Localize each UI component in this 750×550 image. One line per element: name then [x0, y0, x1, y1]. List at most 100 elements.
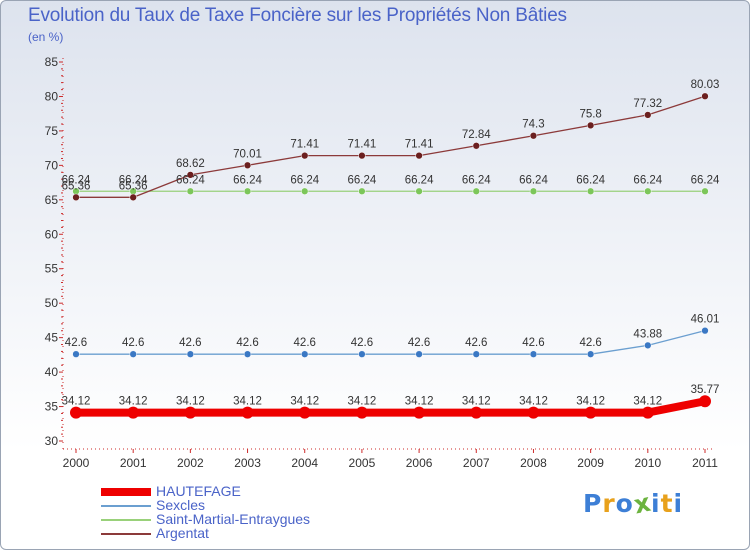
- y-tick-labels: 30 35 40 45 50 55 60 65 70 75 80 85: [45, 55, 59, 448]
- x-tick-label: 2003: [234, 456, 261, 470]
- legend-label: Argentat: [156, 525, 209, 541]
- data-point: [358, 350, 366, 358]
- data-point: [586, 121, 595, 130]
- series-line-Sexcles: [75, 330, 706, 355]
- proxiti-logo: Proxiti: [583, 487, 684, 520]
- x-tick-label: 2006: [406, 456, 433, 470]
- data-label: 66.24: [176, 174, 205, 186]
- x-tick-labels: 2000 2001 2002 2003 2004 2005 2006 2007 2008 2009…: [63, 456, 719, 470]
- data-point: [186, 350, 195, 358]
- data-label: 71.41: [290, 139, 319, 151]
- data-label: 65.36: [119, 180, 148, 192]
- legend-swatch: [101, 488, 151, 496]
- data-point: [301, 350, 309, 358]
- data-label: 34.12: [119, 396, 148, 408]
- data-label: 34.12: [62, 396, 91, 408]
- y-tick-label: 55: [45, 262, 59, 276]
- data-label: 71.41: [348, 139, 377, 151]
- y-tick-label: 50: [45, 296, 59, 310]
- data-point: [699, 395, 711, 408]
- data-label: 46.01: [691, 314, 720, 326]
- x-tick-label: 2004: [291, 456, 318, 470]
- data-point: [129, 350, 137, 358]
- data-label: 66.24: [633, 174, 662, 186]
- x-tick-label: 2010: [634, 456, 661, 470]
- data-point: [413, 406, 426, 419]
- data-label: 34.12: [348, 396, 377, 408]
- data-label: 42.6: [65, 337, 87, 349]
- data-point: [243, 161, 252, 169]
- y-tick-label: 60: [45, 227, 59, 241]
- y-tick-label: 85: [45, 55, 59, 69]
- data-label: 42.6: [351, 337, 373, 349]
- data-point: [701, 327, 709, 335]
- series-lines: [70, 92, 711, 419]
- x-tick-label: 2011: [692, 456, 718, 470]
- y-tick-label: 40: [45, 365, 59, 379]
- data-point: [584, 406, 597, 419]
- data-point: [301, 151, 309, 160]
- data-label: 42.6: [522, 337, 544, 349]
- series-line-HAUTEFAGE: [72, 397, 709, 417]
- series-line-Argentat: [75, 95, 706, 198]
- legend-label: HAUTEFAGE: [156, 483, 241, 499]
- data-point: [415, 151, 423, 160]
- x-tick-label: 2001: [120, 456, 147, 470]
- data-label: 66.24: [576, 174, 605, 186]
- data-point: [186, 171, 195, 179]
- data-label: 66.24: [348, 174, 377, 186]
- data-point: [243, 350, 252, 358]
- data-label: 75.8: [579, 108, 601, 120]
- data-label: 66.24: [462, 174, 491, 186]
- data-label: 34.12: [290, 396, 319, 408]
- data-point: [127, 406, 140, 419]
- data-label: 43.88: [633, 328, 662, 340]
- data-label: 72.84: [462, 129, 491, 141]
- data-point: [529, 187, 538, 195]
- y-tick-label: 35: [45, 400, 59, 414]
- data-point: [241, 406, 254, 419]
- data-label: 42.6: [236, 337, 258, 349]
- data-label: 77.32: [633, 98, 662, 110]
- data-point: [415, 350, 423, 358]
- data-point: [529, 350, 538, 358]
- data-label: 66.24: [519, 174, 548, 186]
- x-tick-label: 2005: [349, 456, 376, 470]
- y-tick-label: 70: [45, 158, 59, 172]
- legend-swatch: [101, 533, 151, 535]
- data-point: [184, 406, 197, 419]
- data-point: [641, 406, 654, 419]
- data-label: 34.12: [233, 396, 262, 408]
- data-label: 66.24: [233, 174, 262, 186]
- y-tick-label: 45: [45, 331, 59, 345]
- x-tick-label: 2000: [63, 456, 90, 470]
- x-tick-label: 2002: [177, 456, 204, 470]
- y-unit-label: (en %): [28, 30, 64, 44]
- data-point: [472, 350, 480, 358]
- data-label: 34.12: [576, 396, 605, 408]
- data-point: [586, 350, 595, 358]
- data-point: [644, 187, 652, 195]
- data-point: [243, 187, 252, 195]
- x-tick-label: 2009: [577, 456, 604, 470]
- data-label: 34.12: [462, 396, 491, 408]
- data-label: 42.6: [465, 337, 487, 349]
- data-label: 35.77: [691, 384, 720, 396]
- data-point: [72, 193, 80, 201]
- legend-label: Saint-Martial-Entraygues: [156, 511, 311, 527]
- data-point: [358, 151, 366, 160]
- data-point: [586, 187, 595, 195]
- data-label: 66.24: [290, 174, 319, 186]
- data-label: 71.41: [405, 139, 434, 151]
- data-point: [70, 406, 82, 419]
- data-label: 34.12: [176, 396, 205, 408]
- data-label: 80.03: [691, 79, 720, 91]
- y-tick-label: 65: [45, 193, 59, 207]
- data-point: [72, 350, 80, 358]
- data-labels: 34.12 34.12 34.12 34.12 34.12 34.12 34.12 34.12…: [62, 79, 720, 407]
- axes: [59, 58, 713, 453]
- y-tick-label: 75: [45, 124, 59, 138]
- data-point: [529, 132, 538, 140]
